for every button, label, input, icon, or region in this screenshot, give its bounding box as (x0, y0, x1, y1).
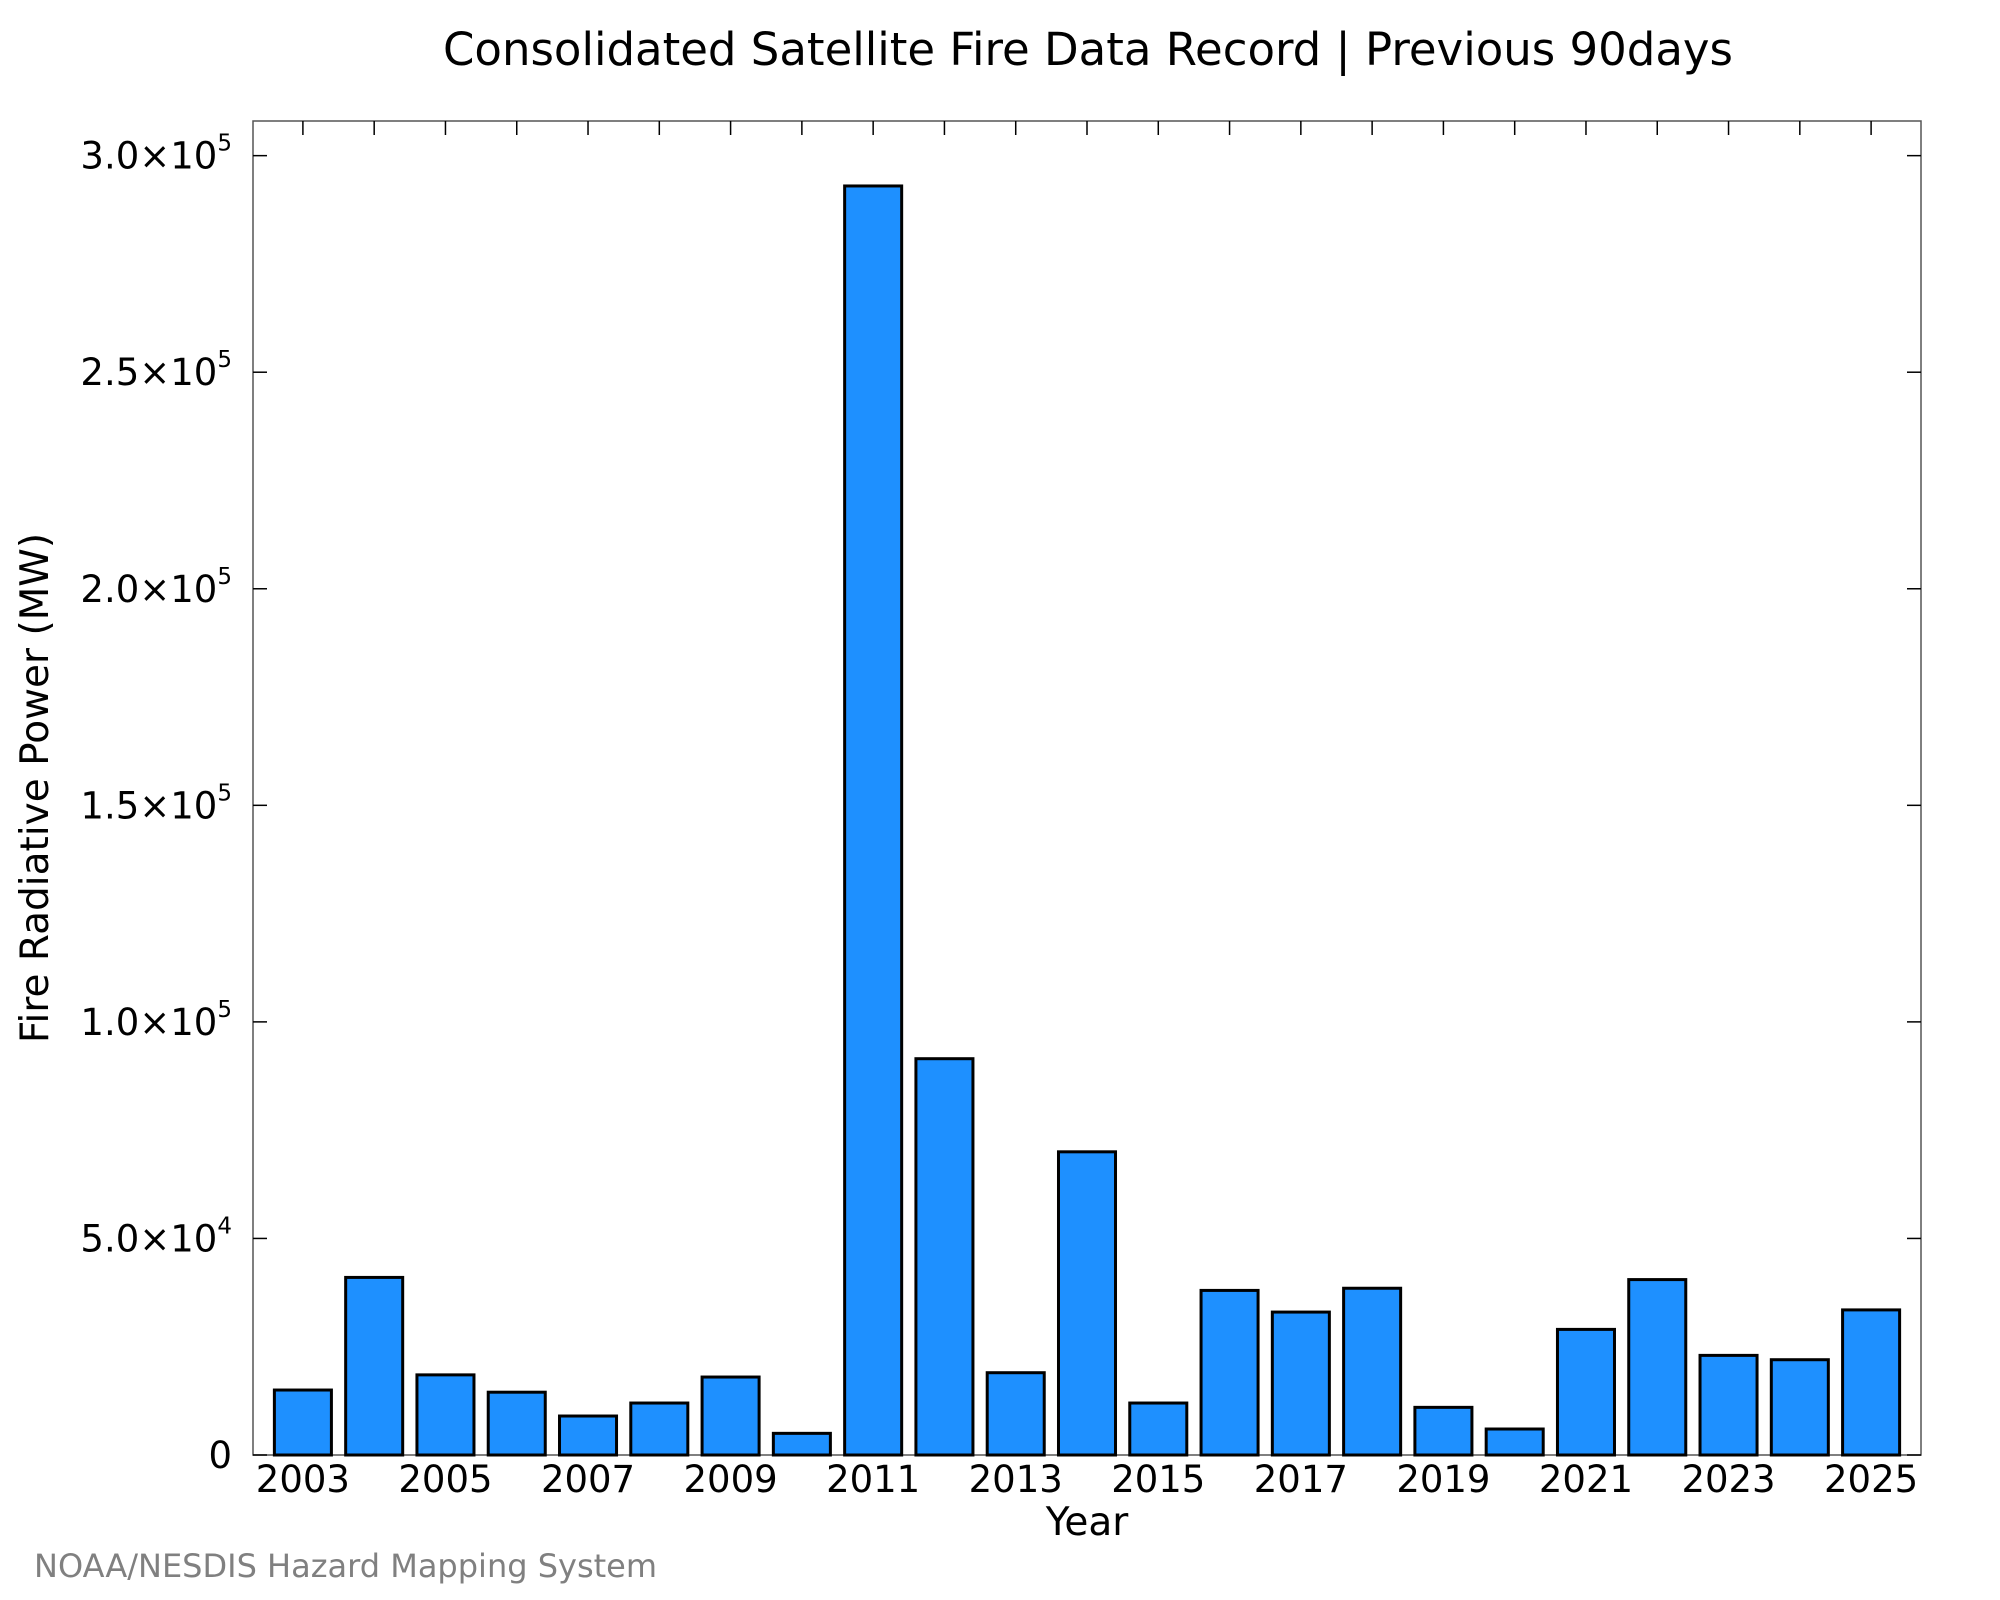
x-tick-label: 2023 (1681, 1458, 1775, 1501)
bar-2012 (914, 1057, 975, 1457)
bar-2005 (415, 1373, 476, 1457)
bar-2008 (629, 1401, 690, 1457)
x-tick-label: 2025 (1824, 1458, 1918, 1501)
x-tick-label: 2011 (826, 1458, 920, 1501)
y-tick-label: 1.5×105 (80, 780, 232, 827)
bar-2013 (985, 1371, 1046, 1457)
bar-2009 (700, 1375, 761, 1457)
bar-2018 (1342, 1286, 1403, 1457)
bar-2016 (1199, 1288, 1260, 1457)
y-tick-label: 0 (208, 1434, 232, 1477)
x-tick-label: 2019 (1396, 1458, 1490, 1501)
bar-2004 (344, 1275, 405, 1457)
x-axis-label: Year (1045, 1500, 1130, 1545)
y-tick-label: 2.5×105 (80, 347, 232, 394)
y-tick-label: 5.0×104 (80, 1213, 232, 1260)
bar-2014 (1056, 1150, 1118, 1457)
chart-title: Consolidated Satellite Fire Data Record … (443, 23, 1733, 76)
x-tick-label: 2021 (1539, 1458, 1633, 1501)
y-tick-label: 1.0×105 (80, 997, 232, 1044)
x-tick-label: 2009 (684, 1458, 778, 1501)
bar-2021 (1555, 1327, 1616, 1457)
bar-2023 (1698, 1353, 1759, 1457)
credit-text: NOAA/NESDIS Hazard Mapping System (34, 1547, 657, 1585)
x-tick-label: 2013 (969, 1458, 1063, 1501)
x-tick-label: 2003 (256, 1458, 350, 1501)
bar-2017 (1270, 1310, 1331, 1457)
bar-2020 (1484, 1427, 1545, 1457)
bar-2015 (1128, 1401, 1189, 1457)
bar-2007 (558, 1414, 619, 1457)
x-tick-label: 2005 (398, 1458, 492, 1501)
x-axis-ticks: 2003 2005 2007 2009 2011 2013 2015 2017 2019 2021… (256, 121, 1918, 1501)
bar-2019 (1413, 1405, 1474, 1457)
bar-2022 (1627, 1278, 1688, 1457)
x-tick-label: 2017 (1254, 1458, 1348, 1501)
bar-2025 (1841, 1308, 1902, 1457)
bar-2011 (843, 184, 904, 1457)
bar-2024 (1769, 1358, 1830, 1457)
bars-group (272, 184, 1902, 1457)
bar-2006 (486, 1390, 547, 1457)
bar-2003 (272, 1388, 333, 1457)
y-tick-label: 2.0×105 (80, 564, 232, 611)
x-tick-label: 2007 (541, 1458, 635, 1501)
y-axis-ticks: 0 5.0×104 1.0×105 1.5×105 2.0×105 2.5×105 3.0×… (80, 131, 1921, 1477)
bar-2010 (771, 1431, 832, 1457)
y-axis-label: Fire Radiative Power (MW) (13, 533, 58, 1043)
y-tick-label: 3.0×105 (80, 131, 232, 178)
x-tick-label: 2015 (1111, 1458, 1205, 1501)
